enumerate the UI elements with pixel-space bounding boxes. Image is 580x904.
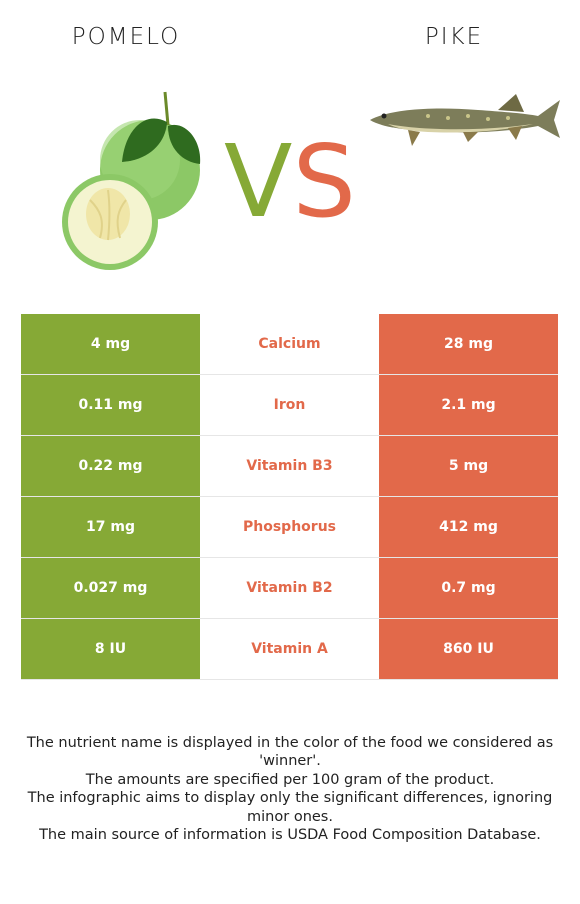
left-value: 4 mg (21, 314, 200, 375)
footnotes: The nutrient name is displayed in the co… (18, 734, 562, 844)
nutrient-name: Iron (200, 374, 379, 436)
nutrient-name: Calcium (200, 314, 379, 375)
right-value: 860 IU (379, 618, 558, 680)
left-value: 0.027 mg (21, 557, 200, 619)
right-value: 0.7 mg (379, 557, 558, 619)
left-value: 17 mg (21, 496, 200, 558)
note-aim: The infographic aims to display only the… (27, 790, 553, 825)
table-row: 4 mg Calcium 28 mg (21, 314, 558, 375)
table-row: 17 mg Phosphorus 412 mg (21, 496, 558, 558)
left-value: 0.11 mg (21, 374, 200, 436)
note-amounts: The amounts are specified per 100 gram o… (85, 771, 495, 788)
note-source: The main source of information is USDA F… (39, 827, 541, 844)
nutrient-name: Vitamin B3 (200, 435, 379, 497)
left-value: 8 IU (21, 618, 200, 680)
vs-v: V (224, 123, 293, 240)
right-value: 28 mg (379, 314, 558, 375)
table-row: 8 IU Vitamin A 860 IU (21, 618, 558, 680)
left-value: 0.22 mg (21, 435, 200, 497)
pomelo-leaf (122, 118, 167, 162)
nutrient-name: Vitamin A (200, 618, 379, 680)
left-food-title: POMELO (71, 24, 181, 50)
right-food-title: PIKE (424, 24, 484, 50)
table-row: 0.22 mg Vitamin B3 5 mg (21, 435, 558, 497)
vs-s: S (292, 123, 356, 240)
pike-image (370, 94, 560, 146)
nutrient-name: Phosphorus (200, 496, 379, 558)
vs-label: VS (0, 132, 580, 232)
right-value: 2.1 mg (379, 374, 558, 436)
table-row: 0.027 mg Vitamin B2 0.7 mg (21, 557, 558, 619)
table-row: 0.11 mg Iron 2.1 mg (21, 374, 558, 436)
comparison-table: 4 mg Calcium 28 mg 0.11 mg Iron 2.1 mg 0… (21, 314, 558, 680)
right-value: 412 mg (379, 496, 558, 558)
right-value: 5 mg (379, 435, 558, 497)
pomelo-image (62, 91, 201, 270)
note-winner: The nutrient name is displayed in the co… (26, 735, 554, 770)
nutrient-name: Vitamin B2 (200, 557, 379, 619)
